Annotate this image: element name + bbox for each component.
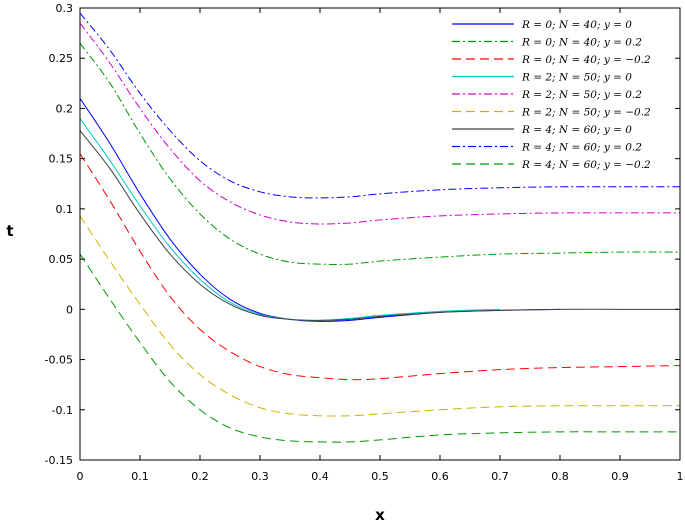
x-tick-label: 0.1 xyxy=(131,470,149,483)
legend-label-3: R = 0; N = 40; y = −0.2 xyxy=(521,54,651,66)
y-axis: -0.15 -0.1 -0.05 0 0.05 0.1 0.15 0.2 0.25 0.3 xyxy=(45,2,680,467)
y-tick-label: 0.05 xyxy=(49,253,74,266)
x-tick-label: 0 xyxy=(77,470,84,483)
legend-label-7: R = 4; N = 60; y = 0 xyxy=(521,124,632,136)
series-line-5 xyxy=(79,22,680,225)
series-layer xyxy=(79,12,681,443)
x-tick-label: 0.6 xyxy=(431,470,449,483)
legend-label-1: R = 0; N = 40; y = 0 xyxy=(521,19,632,31)
x-tick-label: 0.5 xyxy=(371,470,389,483)
series-line-6 xyxy=(79,215,680,417)
y-tick-label: -0.15 xyxy=(45,454,73,467)
series-line-3 xyxy=(79,153,681,381)
legend-label-8: R = 4; N = 60; y = 0.2 xyxy=(521,142,642,154)
x-axis-title: x xyxy=(375,506,385,524)
x-tick-label: 0.3 xyxy=(251,470,269,483)
y-tick-label: 0.25 xyxy=(49,52,74,65)
series-line-4 xyxy=(79,118,501,321)
series-line-9 xyxy=(79,253,680,443)
x-tick-label: 1 xyxy=(677,470,684,483)
y-tick-label: 0.1 xyxy=(56,203,74,216)
y-tick-label: 0 xyxy=(66,303,73,316)
legend-label-2: R = 0; N = 40; y = 0.2 xyxy=(521,37,642,49)
legend-label-6: R = 2; N = 50; y = −0.2 xyxy=(521,107,651,119)
y-tick-label: 0.3 xyxy=(56,2,74,15)
series-line-8 xyxy=(79,12,680,199)
x-tick-label: 0.7 xyxy=(491,470,509,483)
x-tick-label: 0.9 xyxy=(611,470,629,483)
y-axis-title: t xyxy=(6,222,13,240)
x-tick-label: 0.4 xyxy=(311,470,329,483)
y-tick-label: -0.1 xyxy=(52,404,73,417)
x-axis: 0 0.1 0.2 0.3 0.4 0.5 0.6 0.7 0.8 0.9 1 xyxy=(77,8,684,483)
legend-label-5: R = 2; N = 50; y = 0.2 xyxy=(521,89,642,101)
legend-label-9: R = 4; N = 60; y = −0.2 xyxy=(521,159,651,171)
series-line-7 xyxy=(79,130,680,321)
x-tick-label: 0.2 xyxy=(191,470,209,483)
y-tick-label: 0.15 xyxy=(49,153,74,166)
legend: R = 0; N = 40; y = 0 R = 0; N = 40; y = 0… xyxy=(452,19,651,171)
y-tick-label: 0.2 xyxy=(56,102,74,115)
x-tick-label: 0.8 xyxy=(551,470,569,483)
legend-label-4: R = 2; N = 50; y = 0 xyxy=(521,72,632,84)
y-tick-label: -0.05 xyxy=(45,354,73,367)
